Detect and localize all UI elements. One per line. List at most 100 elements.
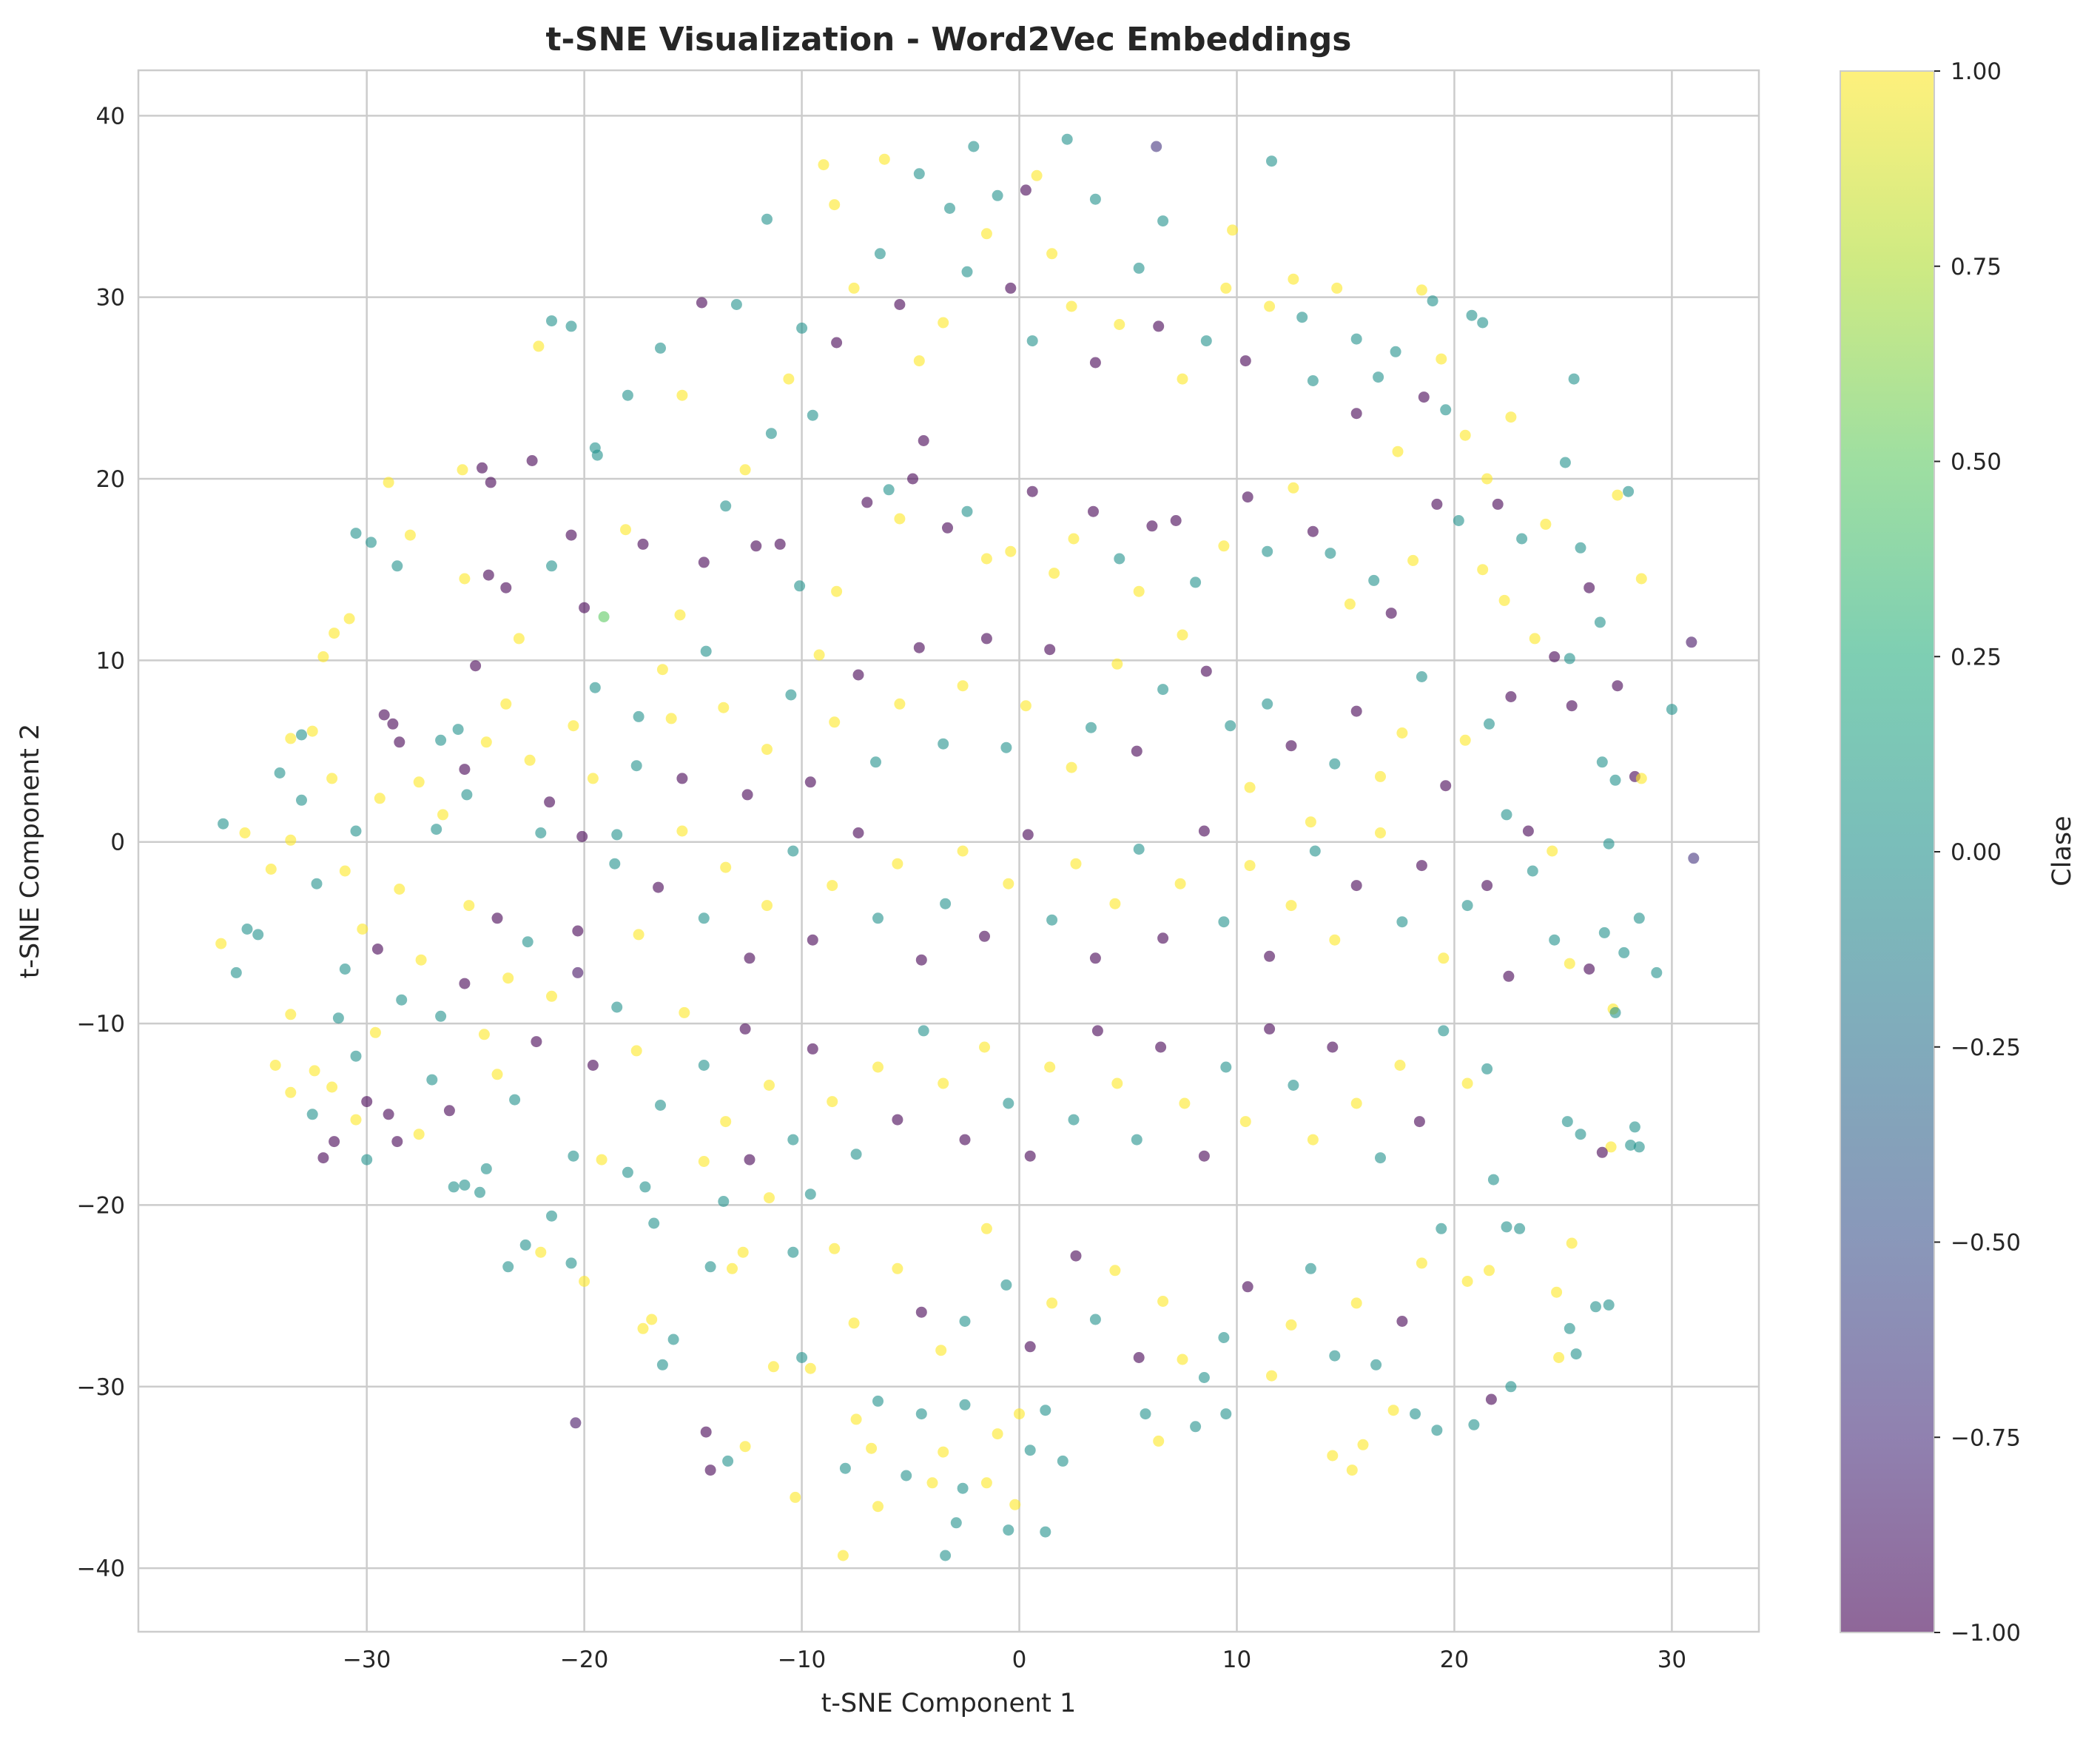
data-point	[739, 464, 751, 476]
data-point	[1416, 1257, 1427, 1269]
data-point	[878, 153, 890, 165]
plot-frame	[137, 69, 1760, 1633]
data-point	[513, 633, 525, 645]
data-point	[894, 698, 906, 710]
data-point	[598, 611, 610, 622]
data-point	[852, 669, 864, 681]
data-point	[285, 733, 297, 744]
data-point	[326, 1081, 338, 1093]
data-point	[913, 642, 925, 653]
data-point	[698, 912, 710, 924]
data-point	[350, 825, 362, 837]
data-point	[477, 462, 488, 474]
data-point	[892, 1262, 903, 1274]
data-point	[1157, 684, 1169, 696]
data-point	[1373, 371, 1384, 383]
data-point	[1590, 1301, 1601, 1313]
data-point	[1109, 898, 1121, 909]
data-point	[1218, 540, 1230, 552]
y-tick-label: −10	[77, 1011, 125, 1038]
data-point	[667, 1334, 679, 1345]
data-point	[565, 1257, 577, 1269]
data-point	[1459, 429, 1471, 441]
data-point	[306, 1109, 318, 1120]
data-point	[1003, 878, 1014, 890]
colorbar-tick-label: −1.00	[1951, 1620, 2021, 1647]
data-point	[679, 1006, 690, 1018]
data-point	[1198, 1372, 1210, 1383]
data-point	[1466, 309, 1478, 321]
data-points	[215, 133, 1700, 1561]
data-point	[1549, 934, 1561, 946]
data-point	[378, 709, 390, 721]
data-point	[968, 141, 980, 152]
data-point	[901, 1470, 912, 1482]
data-point	[696, 297, 707, 309]
data-point	[1264, 950, 1276, 962]
data-point	[730, 299, 742, 310]
data-point	[394, 736, 405, 748]
data-point	[1305, 1262, 1316, 1274]
data-point	[1114, 319, 1125, 330]
data-point	[437, 809, 448, 821]
data-point	[892, 858, 903, 870]
data-point	[1440, 404, 1452, 416]
data-point	[265, 864, 277, 875]
data-point	[480, 736, 492, 748]
data-point	[1044, 1061, 1056, 1073]
data-point	[1612, 680, 1623, 692]
data-point	[1200, 335, 1212, 347]
data-point	[915, 954, 927, 966]
data-point	[1109, 1265, 1121, 1277]
data-point	[676, 389, 688, 401]
data-point	[1387, 1405, 1399, 1416]
data-point	[1155, 1041, 1167, 1053]
data-point	[1629, 1121, 1640, 1133]
data-point	[1394, 1060, 1406, 1071]
data-point	[794, 580, 806, 592]
data-point	[369, 1026, 381, 1038]
data-point	[1492, 498, 1504, 510]
data-point	[872, 1061, 884, 1073]
data-point	[1477, 564, 1489, 576]
data-point	[1346, 1464, 1358, 1476]
data-point	[861, 497, 873, 508]
data-point	[1066, 300, 1077, 312]
data-point	[829, 716, 841, 728]
data-point	[1020, 700, 1032, 712]
data-point	[435, 1010, 447, 1022]
data-point	[568, 1150, 579, 1162]
data-point	[698, 1060, 710, 1071]
data-point	[1070, 1250, 1082, 1262]
data-point	[1598, 927, 1610, 938]
data-point	[1068, 533, 1080, 545]
data-point	[1190, 1421, 1202, 1433]
data-point	[1157, 932, 1169, 944]
data-point	[1198, 825, 1210, 837]
data-point	[1477, 317, 1489, 329]
data-point	[572, 966, 584, 978]
data-point	[665, 713, 677, 724]
colorbar-tick-label: 0.75	[1951, 254, 2002, 280]
data-point	[1040, 1526, 1051, 1538]
data-point	[1244, 860, 1256, 872]
data-point	[1461, 1276, 1473, 1287]
data-point	[1609, 774, 1621, 786]
data-point	[764, 1080, 775, 1091]
data-point	[1461, 1077, 1473, 1089]
data-point	[718, 702, 730, 713]
data-point	[1114, 553, 1125, 565]
data-point	[1350, 408, 1362, 420]
data-point	[1635, 573, 1647, 585]
x-tick-label: 30	[1658, 1647, 1686, 1673]
data-point	[404, 529, 416, 541]
colorbar-tick-label: 1.00	[1951, 58, 2002, 85]
data-point	[1024, 1150, 1036, 1162]
data-point	[1046, 1297, 1058, 1309]
data-point	[718, 1196, 730, 1207]
data-point	[329, 628, 340, 639]
data-point	[1549, 651, 1561, 662]
data-point	[1024, 1341, 1036, 1353]
data-point	[461, 789, 473, 801]
data-point	[918, 435, 929, 446]
